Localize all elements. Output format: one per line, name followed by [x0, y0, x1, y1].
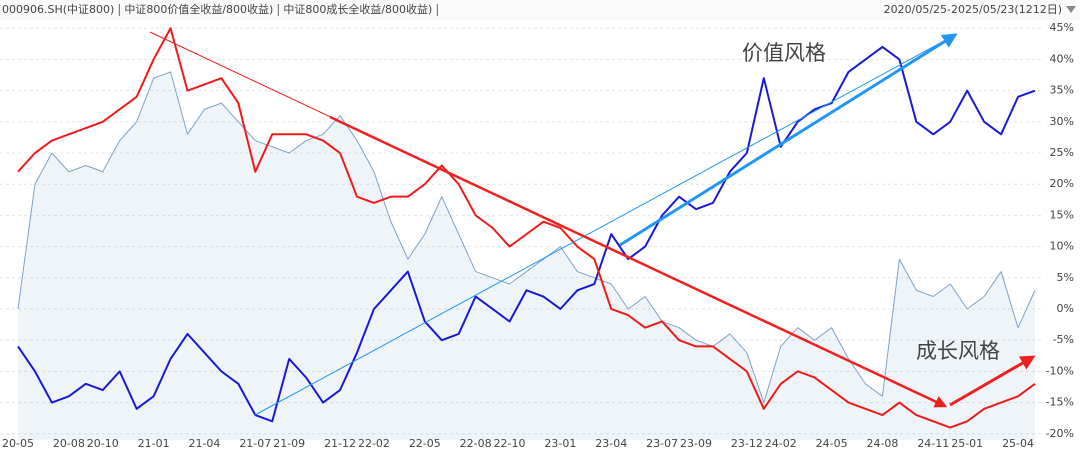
x-tick-label: 22-10	[494, 437, 526, 450]
x-tick-label: 25-01	[951, 437, 983, 450]
x-tick-label: 23-09	[680, 437, 712, 450]
legend: 000906.SH(中证800) 中证800价值全收益/800收益) 中证800成长…	[2, 2, 438, 16]
y-tick-label: -15%	[1046, 396, 1074, 409]
dropdown-button[interactable]	[1066, 6, 1076, 13]
x-tick-label: 24-05	[816, 437, 848, 450]
x-tick-label: 24-08	[866, 437, 898, 450]
y-tick-label: 0%	[1057, 302, 1074, 315]
y-tick-label: 10%	[1050, 240, 1074, 253]
date-range: 2020/05/25-2025/05/23(1212日)	[884, 3, 1062, 16]
value-trend-arrow	[619, 33, 958, 247]
x-tick-label: 20-05	[2, 437, 34, 450]
legend-entry: 中证800价值全收益/800收益)	[124, 2, 273, 16]
x-tick-label: 24-02	[765, 437, 797, 450]
x-tick-label: 21-04	[188, 437, 220, 450]
x-tick-label: 21-01	[138, 437, 170, 450]
y-tick-label: 30%	[1050, 115, 1074, 128]
y-tick-label: 45%	[1050, 21, 1074, 34]
x-tick-label: 23-12	[731, 437, 763, 450]
y-tick-label: 25%	[1050, 146, 1074, 159]
y-tick-label: 15%	[1050, 208, 1074, 221]
header-bar	[0, 0, 1080, 20]
y-tick-label: -5%	[1053, 333, 1074, 346]
y-tick-label: 40%	[1050, 52, 1074, 65]
y-tick-label: -10%	[1046, 364, 1074, 377]
annotation: 成长风格	[916, 339, 1000, 363]
series-area	[18, 71, 1035, 440]
x-tick-label: 23-07	[646, 437, 678, 450]
legend-entry: 000906.SH(中证800)	[2, 3, 114, 16]
x-tick-label: 21-09	[273, 437, 305, 450]
x-tick-label: 25-04	[1002, 437, 1034, 450]
x-tick-label: 22-02	[358, 437, 390, 450]
x-tick-label: 20-08	[53, 437, 85, 450]
plot-area: 45% 40% 35% 30% 25% 20% 15% 10% 5% 0% -5% -10% -15% -…	[0, 21, 1074, 450]
x-tick-label: 23-01	[544, 437, 576, 450]
y-tick-label: 5%	[1057, 271, 1074, 284]
growth-trend-arrow	[329, 115, 948, 408]
annotation: 价值风格	[742, 41, 826, 65]
y-tick-label: 20%	[1050, 177, 1074, 190]
legend-entry: 中证800成长全收益/800收益)	[283, 2, 432, 16]
rebound-arrow	[949, 355, 1036, 407]
x-tick-label: 20-10	[87, 437, 119, 450]
x-tick-label: 21-12	[324, 437, 356, 450]
x-tick-label: 23-04	[595, 437, 627, 450]
x-tick-label: 24-11	[917, 437, 949, 450]
x-tick-label: 21-07	[239, 437, 271, 450]
trend-arrow-thin	[254, 34, 956, 416]
y-tick-label: 35%	[1050, 84, 1074, 97]
series-line	[17, 45, 1036, 423]
x-tick-label: 22-05	[409, 437, 441, 450]
series-line	[17, 27, 1036, 429]
series-line	[17, 71, 1036, 404]
x-tick-label: 22-08	[460, 437, 492, 450]
y-tick-label: -20%	[1046, 427, 1074, 440]
